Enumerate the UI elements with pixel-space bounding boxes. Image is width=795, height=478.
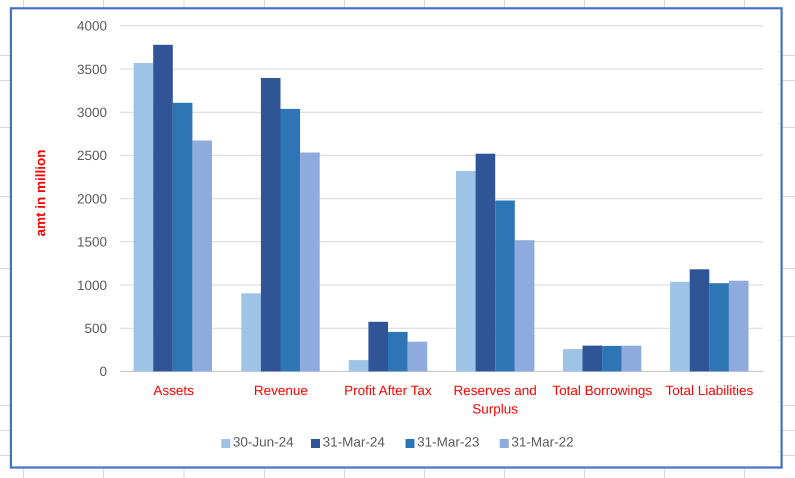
svg-text:30-Jun-24: 30-Jun-24 <box>233 435 294 450</box>
svg-text:0: 0 <box>99 364 107 379</box>
svg-text:Revenue: Revenue <box>254 383 308 398</box>
svg-text:Profit After Tax: Profit After Tax <box>344 383 432 398</box>
svg-text:Total Borrowings: Total Borrowings <box>552 383 652 398</box>
svg-text:1000: 1000 <box>77 278 107 293</box>
svg-text:Total Liabilities: Total Liabilities <box>666 383 754 398</box>
svg-text:amt in million: amt in million <box>33 149 48 236</box>
svg-text:3000: 3000 <box>77 105 107 120</box>
svg-text:1500: 1500 <box>77 235 107 250</box>
svg-text:4000: 4000 <box>77 19 107 34</box>
svg-text:2500: 2500 <box>77 148 107 163</box>
svg-text:Reserves and: Reserves and <box>453 383 536 398</box>
svg-text:500: 500 <box>84 321 107 336</box>
svg-text:31-Mar-24: 31-Mar-24 <box>323 435 386 450</box>
svg-text:31-Mar-22: 31-Mar-22 <box>511 435 573 450</box>
svg-text:Assets: Assets <box>153 383 194 398</box>
svg-text:3500: 3500 <box>77 62 107 77</box>
svg-text:Surplus: Surplus <box>472 402 518 417</box>
svg-text:31-Mar-23: 31-Mar-23 <box>417 435 479 450</box>
svg-text:2000: 2000 <box>77 191 107 206</box>
